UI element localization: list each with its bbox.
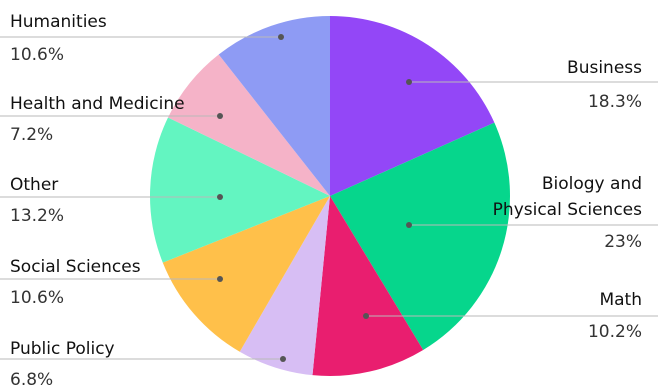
pie-slice-other — [149, 117, 330, 263]
pie-slice-biology-and-physical-sciences — [330, 122, 510, 351]
slice-name: Physical Sciences — [493, 200, 642, 220]
slices-layer — [149, 16, 510, 377]
labels-layer: Business 18.3% Biology and Physical Science… — [0, 12, 658, 388]
slice-name: Humanities — [10, 12, 107, 32]
slice-name: Public Policy — [10, 339, 115, 359]
slice-value: 13.2% — [10, 206, 64, 226]
slice-value: 23% — [604, 232, 642, 252]
slice-label-other: Other 13.2% — [0, 175, 223, 226]
leader-dot — [406, 222, 412, 228]
slice-value: 10.2% — [588, 322, 642, 342]
leader-dot — [406, 79, 412, 85]
slice-name: Business — [567, 58, 642, 78]
leader-dot — [217, 276, 223, 282]
pie-slice-public-policy — [239, 196, 330, 376]
slice-value: 7.2% — [10, 125, 53, 145]
leader-dot — [363, 313, 369, 319]
slice-value: 10.6% — [10, 288, 64, 308]
slice-name: Biology and — [542, 174, 642, 194]
slice-label-biology-and-physical-sciences: Biology and Physical Sciences 23% — [406, 174, 658, 252]
pie-slice-business — [330, 16, 495, 196]
slice-name: Health and Medicine — [10, 94, 185, 114]
leader-dot — [278, 34, 284, 40]
slice-name: Social Sciences — [10, 257, 141, 277]
slice-label-humanities: Humanities 10.6% — [0, 12, 284, 65]
leader-dot — [217, 113, 223, 119]
slice-name: Math — [599, 290, 642, 310]
slice-label-public-policy: Public Policy 6.8% — [0, 339, 286, 388]
slice-value: 6.8% — [10, 370, 53, 388]
slice-label-math: Math 10.2% — [363, 290, 658, 342]
slice-label-business: Business 18.3% — [406, 58, 658, 112]
pie-slice-health-and-medicine — [168, 54, 330, 196]
pie-slice-social-sciences — [162, 196, 330, 352]
slice-value: 10.6% — [10, 45, 64, 65]
leader-dot — [217, 194, 223, 200]
pie-slice-humanities — [218, 16, 330, 196]
leader-dot — [280, 356, 286, 362]
slice-label-health-and-medicine: Health and Medicine 7.2% — [0, 94, 223, 145]
slice-label-social-sciences: Social Sciences 10.6% — [0, 257, 223, 308]
slice-value: 18.3% — [588, 92, 642, 112]
slice-name: Other — [10, 175, 58, 195]
pie-slice-math — [312, 196, 424, 377]
